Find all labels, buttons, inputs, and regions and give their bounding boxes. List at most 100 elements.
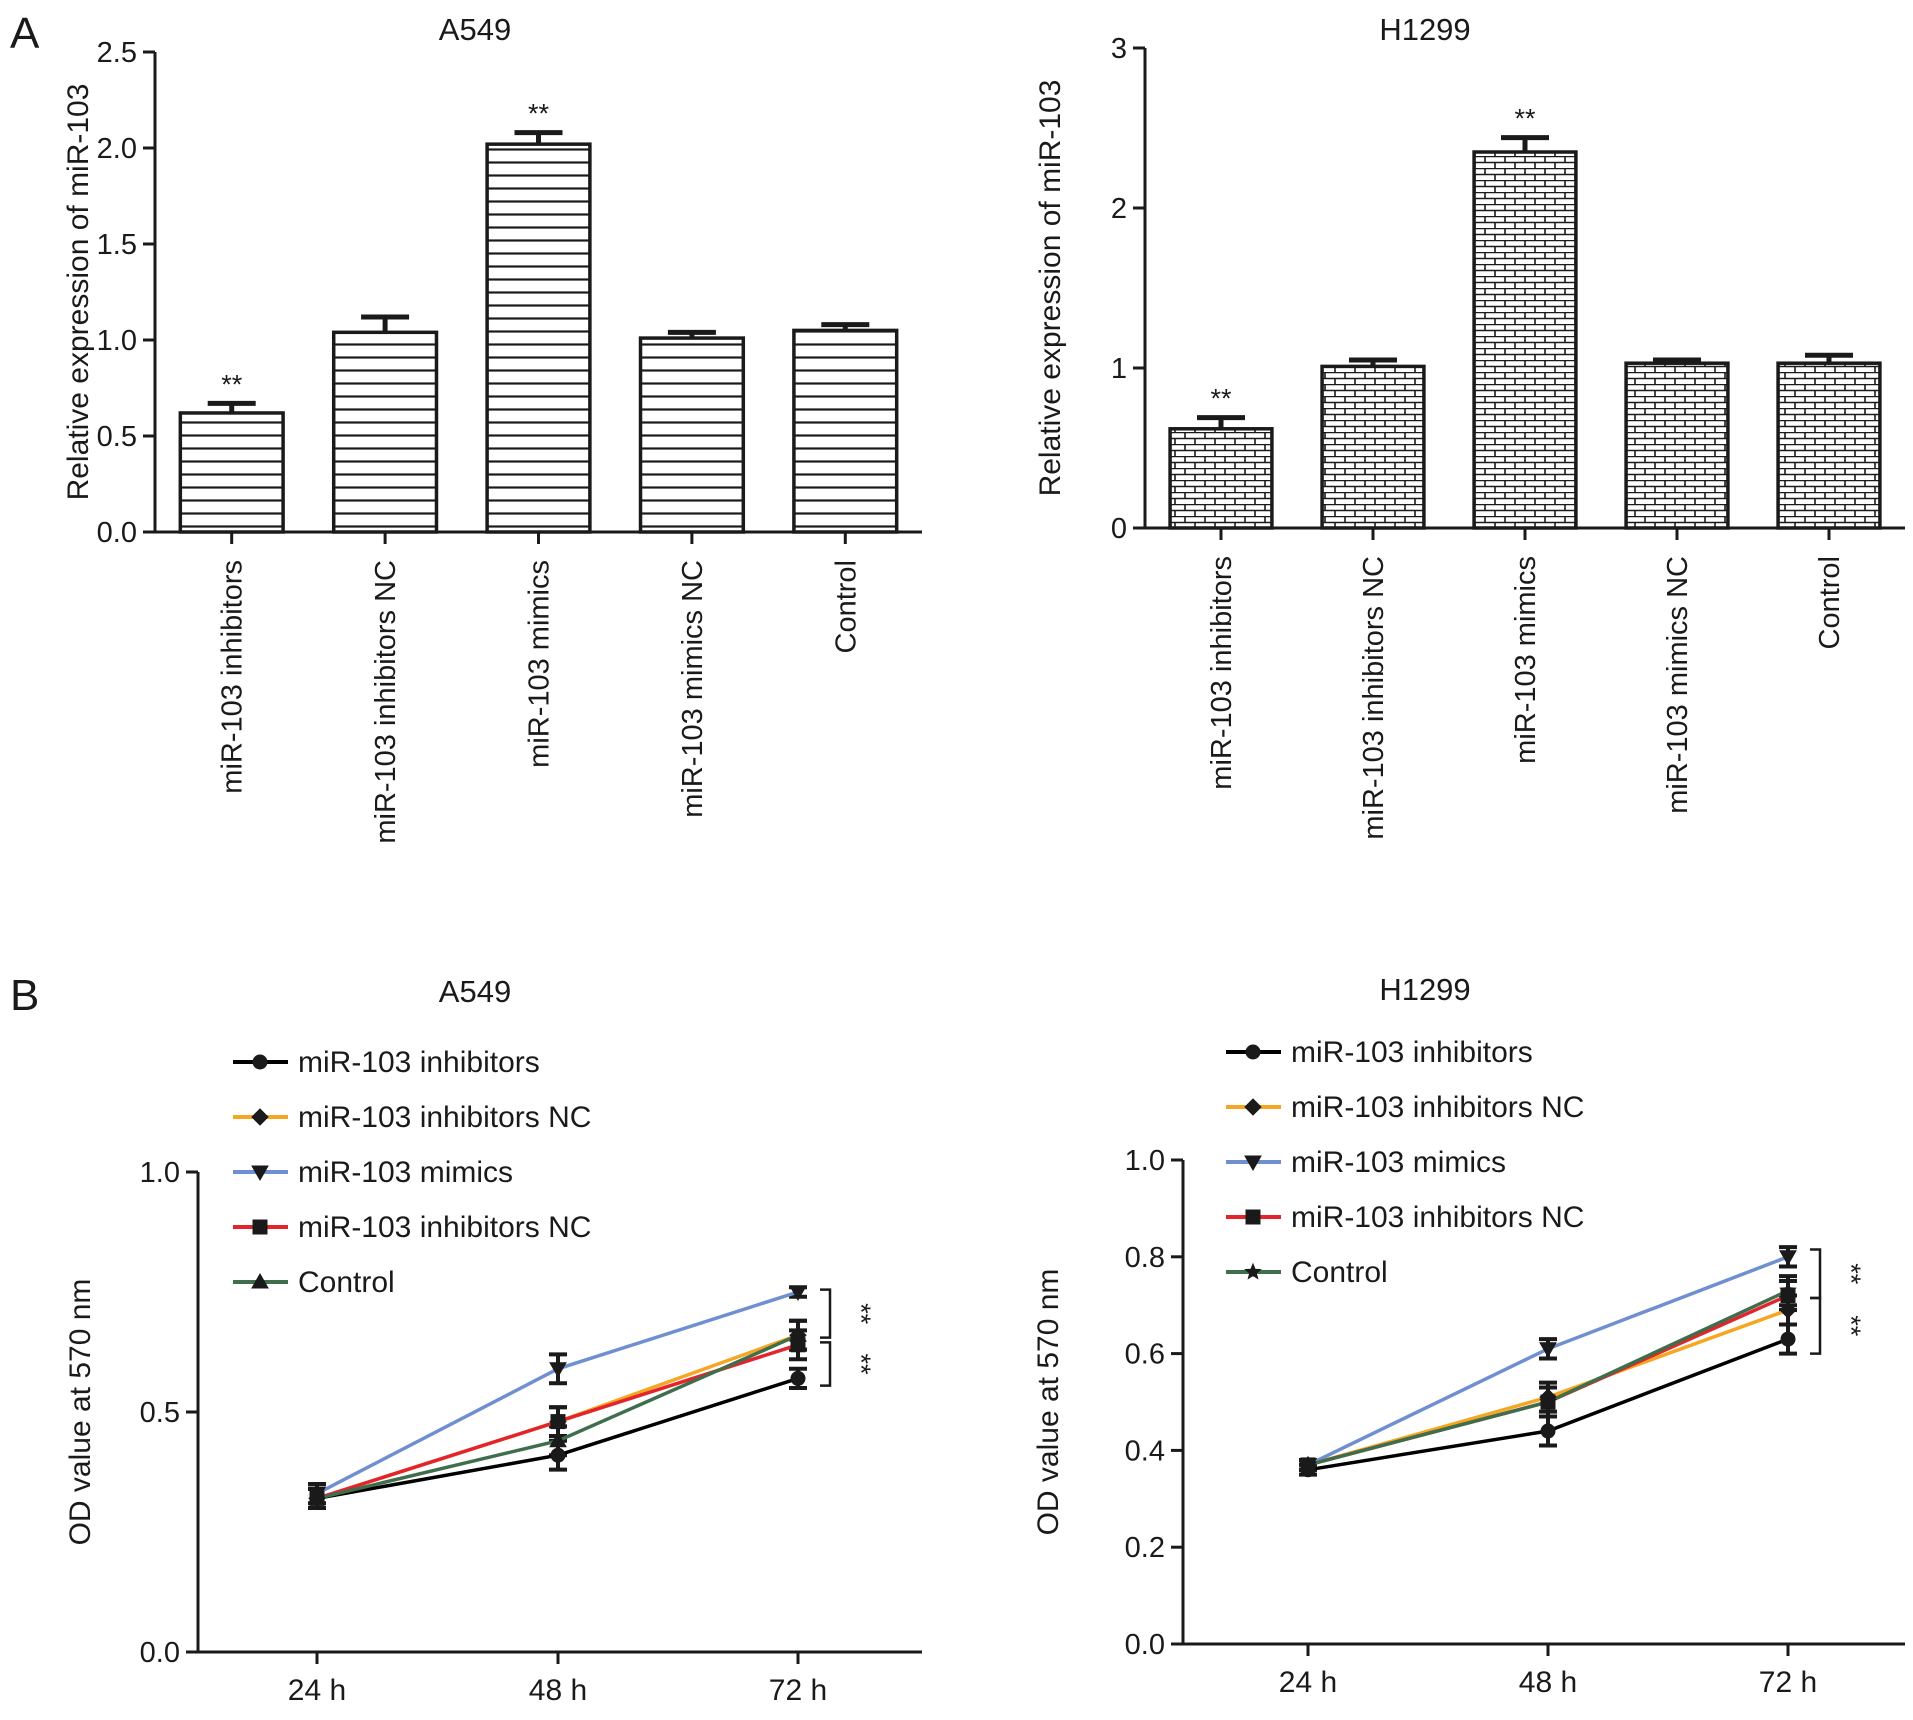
x-tick-label: miR-103 mimics NC [1662,556,1694,814]
chart-title: H1299 [1379,12,1470,47]
data-point [1539,1342,1557,1358]
legend-marker [251,1108,269,1126]
legend-label: miR-103 mimics [298,1156,513,1189]
legend-marker [252,1219,268,1235]
y-axis-label: Relative expression of miR-103 [62,84,95,501]
bar [1168,427,1274,530]
bar [638,336,746,534]
legend-label: miR-103 inhibitors NC [298,1211,591,1244]
y-tick-label: 1 [1111,353,1127,385]
y-tick-label: 1.0 [140,1157,180,1189]
significance-label: ** [846,1303,876,1325]
y-tick-label: 0.5 [97,421,137,453]
y-tick-label: 2.5 [97,37,137,69]
y-axis-label: OD value at 570 nm [64,1279,97,1546]
data-point [550,1447,566,1463]
significance-label: ** [1514,104,1536,134]
significance-bracket [820,1288,832,1339]
data-point [550,1414,566,1430]
legend-marker [1244,1155,1262,1172]
significance-bracket [1810,1248,1822,1300]
data-point [1779,1301,1797,1319]
y-tick-label: 3 [1111,33,1127,65]
bar [331,330,439,534]
bar [1320,364,1426,530]
significance-label: ** [1836,1263,1866,1285]
legend-label: miR-103 inhibitors [298,1046,540,1079]
legend-marker [1245,1209,1261,1225]
legend-marker [1245,1044,1261,1060]
legend-marker [252,1054,268,1070]
data-point [1539,1392,1557,1410]
bar [1624,361,1730,530]
y-tick-label: 0.6 [1125,1339,1165,1371]
data-point [549,1431,567,1448]
data-point [308,1489,326,1505]
x-tick-label: miR-103 mimics NC [677,560,709,818]
legend-label: miR-103 inhibitors NC [1291,1201,1584,1234]
x-tick-label: miR-103 mimics [1510,556,1542,764]
x-tick-label: miR-103 mimics [524,560,556,768]
y-tick-label: 0.5 [140,1397,180,1429]
chart-title: A549 [439,974,511,1009]
panel-label-b: B [10,971,39,1020]
bar [1472,150,1578,530]
y-tick-label: 2.0 [97,133,137,165]
legend-label: miR-103 inhibitors NC [1291,1091,1584,1124]
data-point [549,1362,567,1378]
significance-label: ** [1836,1315,1866,1337]
x-tick-label: 48 h [1519,1666,1577,1699]
data-point [1299,1455,1317,1473]
x-tick-label: 72 h [769,1674,827,1707]
bar [485,142,592,534]
chart-a549-od: A549 OD value at 570 nm 0.0 0.5 1.0 24 h 48 h 7… [64,974,922,1707]
data-point [1779,1250,1797,1266]
y-tick-label: 2 [1111,193,1127,225]
x-tick-label: miR-103 inhibitors [217,560,249,794]
chart-title: H1299 [1379,972,1470,1007]
y-axis-label: Relative expression of miR-103 [1034,80,1067,497]
x-tick-label: 72 h [1759,1666,1817,1699]
x-tick-label: miR-103 inhibitors [1206,556,1238,790]
data-point [1540,1423,1556,1439]
legend-label: Control [1291,1256,1388,1289]
legend-label: Control [298,1266,395,1299]
significance-label: ** [846,1353,876,1375]
legend-marker [251,1165,269,1182]
legend-label: miR-103 inhibitors [1291,1036,1533,1069]
significance-bracket [820,1341,832,1387]
chart-h1299-expression: H1299 Relative expression of miR-103 0 1 2 3 *… [1034,12,1905,840]
legend-label: miR-103 inhibitors NC [298,1101,591,1134]
x-tick-label: Control [830,560,862,654]
significance-label: ** [221,369,243,399]
bar [1776,361,1882,530]
y-tick-label: 1.5 [97,229,137,261]
y-tick-label: 1.0 [97,325,137,357]
significance-label: ** [1210,384,1232,414]
x-tick-label: 24 h [288,1674,346,1707]
data-point [789,1285,807,1302]
legend-marker [251,1272,269,1289]
data-point [1780,1331,1796,1347]
bar [792,328,899,534]
chart-h1299-od: H1299 OD value at 570 nm 0.0 0.2 0.4 0.6 0.8 1.… [1032,972,1905,1699]
x-tick-label: Control [1814,556,1846,650]
y-tick-label: 0.8 [1125,1242,1165,1274]
data-point [1779,1281,1797,1299]
y-tick-label: 0.0 [1125,1629,1165,1661]
y-tick-label: 0 [1111,513,1127,545]
significance-bracket [1810,1296,1822,1355]
legend-label: miR-103 mimics [1291,1146,1506,1179]
x-tick-label: miR-103 inhibitors NC [370,560,402,844]
data-point [789,1326,807,1342]
bar [178,411,285,534]
data-point [790,1370,806,1386]
y-tick-label: 0.4 [1125,1435,1165,1467]
y-axis-label: OD value at 570 nm [1032,1269,1065,1536]
x-tick-label: 48 h [529,1674,587,1707]
y-tick-label: 1.0 [1125,1145,1165,1177]
legend-marker [1244,1262,1262,1280]
y-tick-label: 0.2 [1125,1532,1165,1564]
significance-label: ** [528,99,550,129]
